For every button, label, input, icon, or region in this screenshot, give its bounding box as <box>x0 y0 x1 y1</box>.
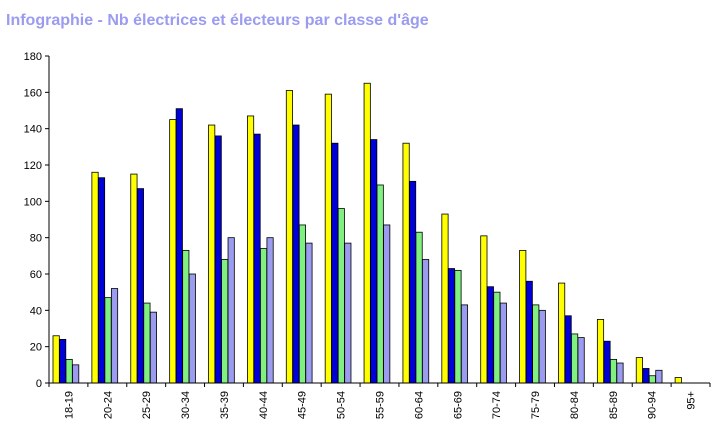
y-tick-label: 160 <box>24 87 42 99</box>
x-tick-label: 50-54 <box>336 391 348 419</box>
bar-35-39-series-4 <box>227 237 235 384</box>
bar-35-39-series-2 <box>214 135 222 384</box>
bar-75-79-series-4 <box>538 309 546 384</box>
bar-70-74-series-4 <box>499 302 507 384</box>
axes-layer <box>48 56 710 384</box>
bar-45-49-series-2 <box>292 124 300 384</box>
y-tick-label: 140 <box>24 124 42 136</box>
x-tick-label: 20-24 <box>102 391 114 419</box>
bar-65-69-series-1 <box>441 213 449 384</box>
y-tick-label: 0 <box>36 378 42 390</box>
x-tick-label: 18-19 <box>63 391 75 419</box>
bar-18-19-series-3 <box>65 358 73 384</box>
bar-75-79-series-1 <box>519 249 527 384</box>
bar-40-44-series-4 <box>266 237 274 384</box>
bar-80-84-series-1 <box>558 282 566 384</box>
x-tick-label: 30-34 <box>180 391 192 419</box>
bar-50-54-series-4 <box>344 242 352 384</box>
bar-65-69-series-4 <box>460 304 469 384</box>
bar-45-49-series-3 <box>298 224 306 384</box>
bar-75-79-series-2 <box>525 280 533 384</box>
bar-55-59-series-4 <box>383 224 391 384</box>
bar-85-89-series-3 <box>609 358 618 384</box>
y-tick-label: 100 <box>24 196 42 208</box>
bar-60-64-series-4 <box>422 259 430 384</box>
y-tick-label: 180 <box>24 51 42 63</box>
bar-65-69-series-2 <box>447 268 456 384</box>
bar-80-84-series-2 <box>564 315 572 384</box>
x-tick-label: 60-64 <box>413 391 425 419</box>
bar-50-54-series-3 <box>337 208 345 384</box>
bar-80-84-series-4 <box>577 337 585 384</box>
bar-30-34-series-4 <box>188 273 196 384</box>
bar-35-39-series-1 <box>208 124 216 384</box>
bar-20-24-series-1 <box>91 171 99 384</box>
x-axis-ticks: 18-19 20-24 25-29 30-34 35-39 40-44 45-49 50-54… <box>48 383 711 419</box>
bar-18-19-series-1 <box>52 335 60 384</box>
bar-55-59-series-1 <box>363 82 371 384</box>
bar-20-24-series-2 <box>97 177 106 384</box>
bar-30-34-series-2 <box>175 108 183 384</box>
bar-25-29-series-1 <box>130 173 138 384</box>
bar-90-94-series-1 <box>635 357 643 384</box>
bars-layer <box>52 82 682 384</box>
bar-85-89-series-1 <box>596 319 605 384</box>
bar-70-74-series-2 <box>486 286 494 384</box>
bar-30-34-series-3 <box>182 249 190 384</box>
bar-65-69-series-3 <box>454 269 462 384</box>
y-tick-label: 40 <box>30 305 42 317</box>
y-tick-label: 80 <box>30 233 42 245</box>
bar-85-89-series-4 <box>616 362 624 384</box>
x-tick-label: 45-49 <box>297 391 309 419</box>
bar-25-29-series-4 <box>149 311 157 384</box>
bar-70-74-series-3 <box>493 291 501 384</box>
bar-20-24-series-4 <box>110 288 119 384</box>
bar-40-44-series-2 <box>253 133 261 384</box>
bar-18-19-series-2 <box>59 338 67 384</box>
bar-95+-series-1 <box>674 377 682 384</box>
x-tick-label: 80-84 <box>569 391 581 419</box>
bar-18-19-series-4 <box>72 364 80 384</box>
bar-90-94-series-4 <box>655 369 663 384</box>
bar-50-54-series-1 <box>324 93 332 384</box>
y-axis-ticks: 0 20 40 60 80 100 120 140 160 180 <box>24 51 49 390</box>
bar-60-64-series-2 <box>409 180 417 384</box>
x-tick-label: 70-74 <box>491 391 503 419</box>
bar-25-29-series-3 <box>143 302 151 384</box>
bar-55-59-series-3 <box>376 184 384 384</box>
y-tick-label: 20 <box>30 342 42 354</box>
bar-40-44-series-1 <box>247 115 255 384</box>
bar-45-49-series-1 <box>285 90 293 384</box>
bar-50-54-series-2 <box>331 142 339 384</box>
bar-25-29-series-2 <box>136 188 144 384</box>
x-tick-label: 25-29 <box>141 391 153 419</box>
x-tick-label: 95+ <box>686 391 698 410</box>
bar-90-94-series-2 <box>642 368 650 384</box>
bar-40-44-series-3 <box>260 248 268 384</box>
bar-45-49-series-4 <box>305 242 313 384</box>
bar-80-84-series-3 <box>571 333 579 384</box>
bar-35-39-series-3 <box>221 259 229 384</box>
x-tick-label: 65-69 <box>452 391 464 419</box>
bar-30-34-series-1 <box>169 119 177 384</box>
x-tick-label: 90-94 <box>647 391 659 419</box>
x-tick-label: 55-59 <box>375 391 387 419</box>
bar-60-64-series-3 <box>415 231 423 384</box>
bar-90-94-series-3 <box>648 375 656 384</box>
bar-70-74-series-1 <box>480 235 488 384</box>
x-tick-label: 85-89 <box>608 391 620 419</box>
x-tick-label: 75-79 <box>530 391 542 419</box>
x-tick-label: 35-39 <box>219 391 231 419</box>
bar-85-89-series-2 <box>603 340 611 384</box>
bar-75-79-series-3 <box>532 304 540 384</box>
chart-title: Infographie - Nb électrices et électeurs… <box>6 12 429 29</box>
x-tick-label: 40-44 <box>258 391 270 419</box>
y-tick-label: 120 <box>24 160 42 172</box>
bar-60-64-series-1 <box>402 142 410 384</box>
y-tick-label: 60 <box>30 269 42 281</box>
bar-20-24-series-3 <box>104 297 112 384</box>
bar-55-59-series-2 <box>370 139 378 384</box>
